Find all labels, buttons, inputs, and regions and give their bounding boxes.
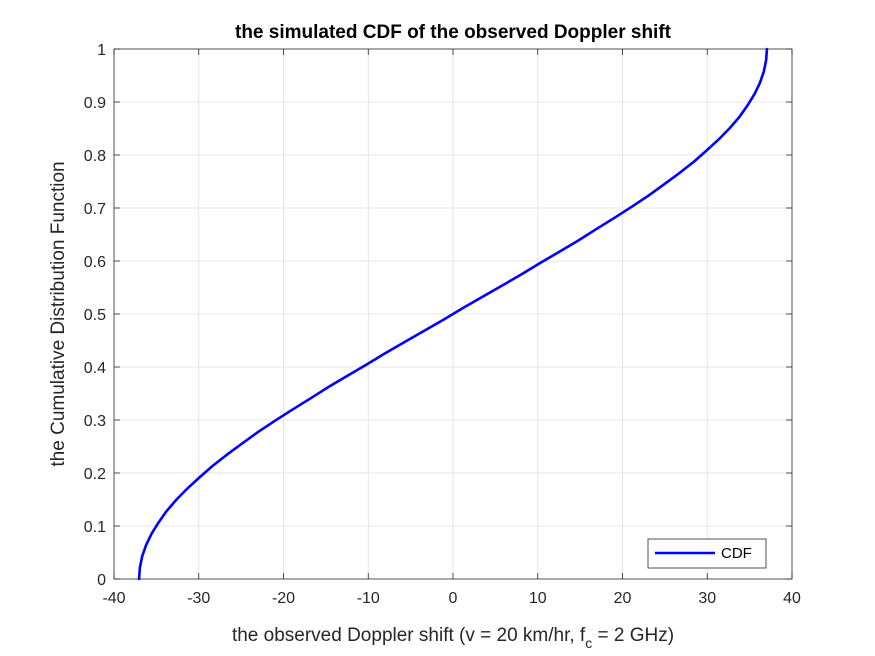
- y-tick-label: 0.7: [84, 201, 106, 218]
- x-tick-label: 20: [614, 590, 632, 607]
- x-tick-label: 10: [529, 590, 547, 607]
- x-tick-label: -40: [102, 590, 125, 607]
- x-axis-label-prefix: the observed Doppler shift (v = 20 km/hr…: [232, 625, 586, 646]
- y-tick-label: 0.2: [84, 466, 106, 483]
- cdf-series-line: [137, 47, 769, 581]
- y-axis-label: the Cumulative Distribution Function: [48, 161, 69, 466]
- y-tick-label: 1: [97, 42, 106, 59]
- x-tick-label: 40: [783, 590, 801, 607]
- y-tick-label: 0.3: [84, 413, 106, 430]
- chart-title: the simulated CDF of the observed Dopple…: [235, 22, 672, 43]
- x-tick-label: -30: [187, 590, 210, 607]
- x-tick-label: 0: [449, 590, 458, 607]
- y-tick-label: 0.9: [84, 95, 106, 112]
- y-tick-label: 0.1: [84, 519, 106, 536]
- legend: CDF: [647, 538, 767, 569]
- y-tick-label: 0.5: [84, 307, 106, 324]
- x-axis-label: the observed Doppler shift (v = 20 km/hr…: [232, 625, 674, 651]
- y-ticks: 0 0.1 0.2 0.3 0.4 0.5 0.6 0.7 0.8 0.9 1: [84, 42, 792, 589]
- x-tick-label: 30: [698, 590, 716, 607]
- y-tick-label: 0.8: [84, 148, 106, 165]
- x-axis-label-suffix: = 2 GHz): [592, 625, 674, 646]
- y-tick-label: 0.4: [84, 360, 106, 377]
- x-ticks: -40 -30 -20 -10 0 10 20 30 40: [102, 49, 801, 607]
- y-tick-label: 0.6: [84, 254, 106, 271]
- legend-label: CDF: [721, 545, 752, 562]
- y-tick-label: 0: [97, 572, 106, 589]
- x-tick-label: -20: [272, 590, 295, 607]
- x-axis-label-subscript: c: [585, 635, 592, 651]
- x-tick-label: -10: [357, 590, 380, 607]
